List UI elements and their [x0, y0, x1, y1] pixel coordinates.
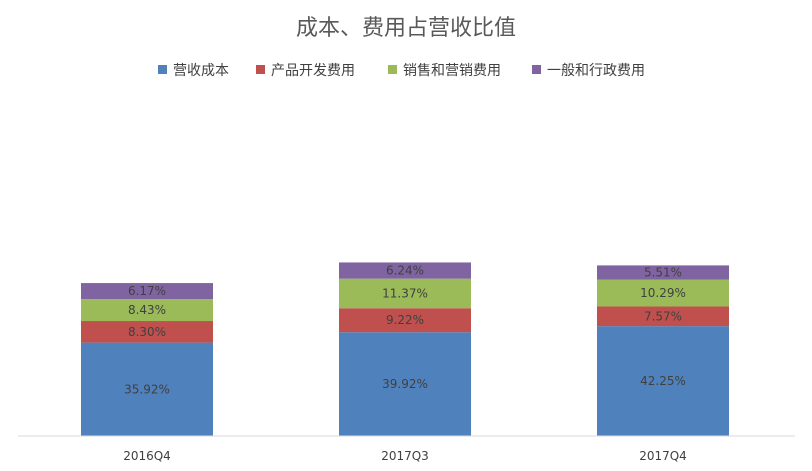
bar-segment [81, 283, 213, 300]
bar-segment [339, 278, 471, 309]
bar-segment [597, 326, 729, 436]
legend-item: 销售和营销费用 [388, 63, 501, 79]
data-label: 5.51% [644, 266, 682, 280]
legend-label: 销售和营销费用 [403, 63, 501, 79]
legend-item: 一般和行政费用 [532, 63, 645, 79]
legend-label: 一般和行政费用 [547, 63, 645, 79]
data-label: 39.92% [382, 377, 428, 391]
legend-swatch [256, 65, 265, 74]
x-tick-label: 2017Q3 [381, 449, 429, 463]
data-label: 10.29% [640, 286, 686, 300]
legend-item: 产品开发费用 [256, 63, 355, 79]
bar-segment [81, 342, 213, 436]
bar-stack: 42.25% 7.57% 10.29% 5.51% [597, 265, 729, 436]
data-label: 6.17% [128, 284, 166, 298]
data-label: 8.30% [128, 325, 166, 339]
bar-segment [339, 332, 471, 436]
data-label: 42.25% [640, 374, 686, 388]
x-axis-tick-labels: 2016Q4 2017Q3 2017Q4 [123, 449, 687, 463]
bar-segment [597, 306, 729, 327]
legend-swatch [388, 65, 397, 74]
data-label: 6.24% [386, 264, 424, 278]
bar-segment [339, 262, 471, 279]
data-label: 8.43% [128, 303, 166, 317]
legend: 营收成本 产品开发费用 销售和营销费用 一般和行政费用 [158, 63, 645, 79]
legend-swatch [532, 65, 541, 74]
legend-label: 产品开发费用 [271, 63, 355, 79]
x-tick-label: 2017Q4 [639, 449, 687, 463]
legend-swatch [158, 65, 167, 74]
bar-segment [339, 308, 471, 333]
legend-item: 营收成本 [158, 63, 229, 79]
data-label: 7.57% [644, 309, 682, 323]
bar-segment [597, 279, 729, 307]
data-label: 11.37% [382, 286, 428, 300]
data-label: 35.92% [124, 382, 170, 396]
bar-segment [81, 299, 213, 322]
legend-label: 营收成本 [173, 63, 229, 79]
bar-stack: 35.92% 8.30% 8.43% 6.17% [81, 283, 213, 436]
data-label: 9.22% [386, 313, 424, 327]
x-tick-label: 2016Q4 [123, 449, 171, 463]
bars: 35.92% 8.30% 8.43% 6.17% 39.92% 9.22% 11.37% 6.… [81, 262, 729, 436]
chart-title: 成本、费用占营收比值 [296, 16, 516, 41]
bar-segment [81, 321, 213, 343]
bar-stack: 39.92% 9.22% 11.37% 6.24% [339, 262, 471, 436]
bar-segment [597, 265, 729, 280]
